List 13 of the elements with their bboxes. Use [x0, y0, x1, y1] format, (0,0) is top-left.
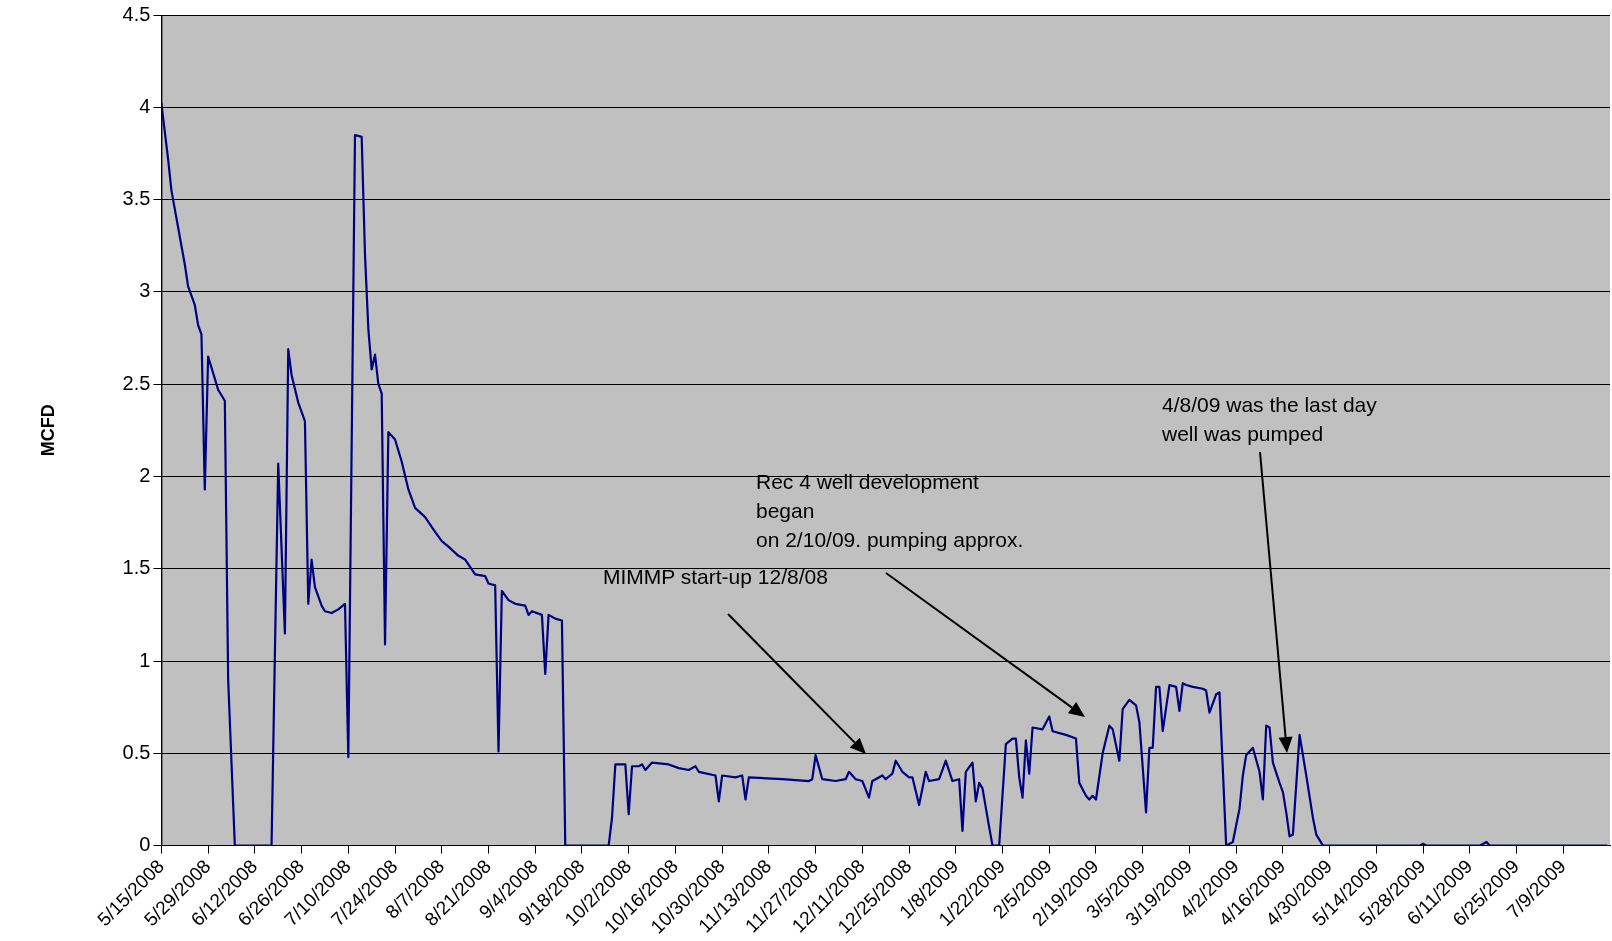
y-tick-label: 4.5	[122, 2, 151, 25]
y-axis-title: MCFD	[37, 404, 58, 457]
y-tick-label: 2	[139, 463, 151, 486]
annotation: MIMMP start-up 12/8/08	[603, 565, 828, 589]
annotation: 4/8/09 was the last day well was pumped	[1161, 393, 1378, 446]
y-tick-label: 0	[139, 833, 151, 856]
y-tick-label: 0.5	[122, 740, 151, 763]
y-tick-label: 2.5	[122, 371, 151, 394]
y-tick-label: 3	[139, 279, 151, 302]
y-tick-label: 3.5	[122, 187, 151, 210]
y-tick-label: 4	[139, 94, 151, 117]
y-tick-label: 1.5	[122, 556, 151, 579]
y-tick-label: 1	[139, 648, 151, 671]
